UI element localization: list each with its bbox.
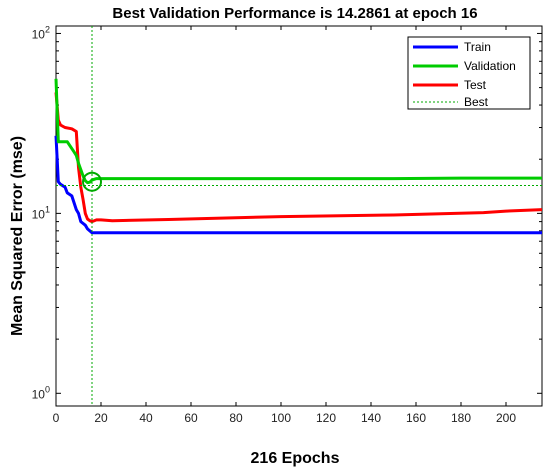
x-axis-label: 216 Epochs xyxy=(251,450,340,467)
x-tick-label: 160 xyxy=(406,411,426,425)
y-tick-label: 102 xyxy=(32,24,50,41)
x-tick-label: 200 xyxy=(496,411,516,425)
x-tick-label: 60 xyxy=(184,411,198,425)
legend-train-label: Train xyxy=(464,40,491,54)
legend-best-label: Best xyxy=(464,95,489,109)
series-layer xyxy=(54,78,543,235)
y-tick-label: 101 xyxy=(32,204,50,221)
x-tick-label: 20 xyxy=(94,411,108,425)
x-tick-label: 80 xyxy=(229,411,243,425)
legend-box xyxy=(407,36,531,110)
x-tick-label: 0 xyxy=(53,411,60,425)
legend-validation-label: Validation xyxy=(464,59,516,73)
chart-title: Best Validation Performance is 14.2861 a… xyxy=(112,5,477,22)
best-layer xyxy=(56,26,542,406)
ticks-layer: 0 20 40 60 80 100 120 140 160 180 200 100 101 102 xyxy=(32,24,542,425)
x-tick-label: 120 xyxy=(316,411,336,425)
y-axis-label: Mean Squared Error (mse) xyxy=(9,136,26,336)
x-tick-label: 180 xyxy=(451,411,471,425)
y-tick-label: 100 xyxy=(32,384,50,401)
x-tick-label: 40 xyxy=(139,411,153,425)
x-tick-label: 140 xyxy=(361,411,381,425)
legend-test-label: Test xyxy=(464,78,487,92)
series-line-validation xyxy=(54,78,542,185)
x-tick-label: 100 xyxy=(271,411,291,425)
best-point-marker xyxy=(82,171,102,192)
series-line-train xyxy=(54,135,542,235)
legend: Train Validation Test Best xyxy=(407,36,531,110)
series-line-test xyxy=(54,92,543,224)
